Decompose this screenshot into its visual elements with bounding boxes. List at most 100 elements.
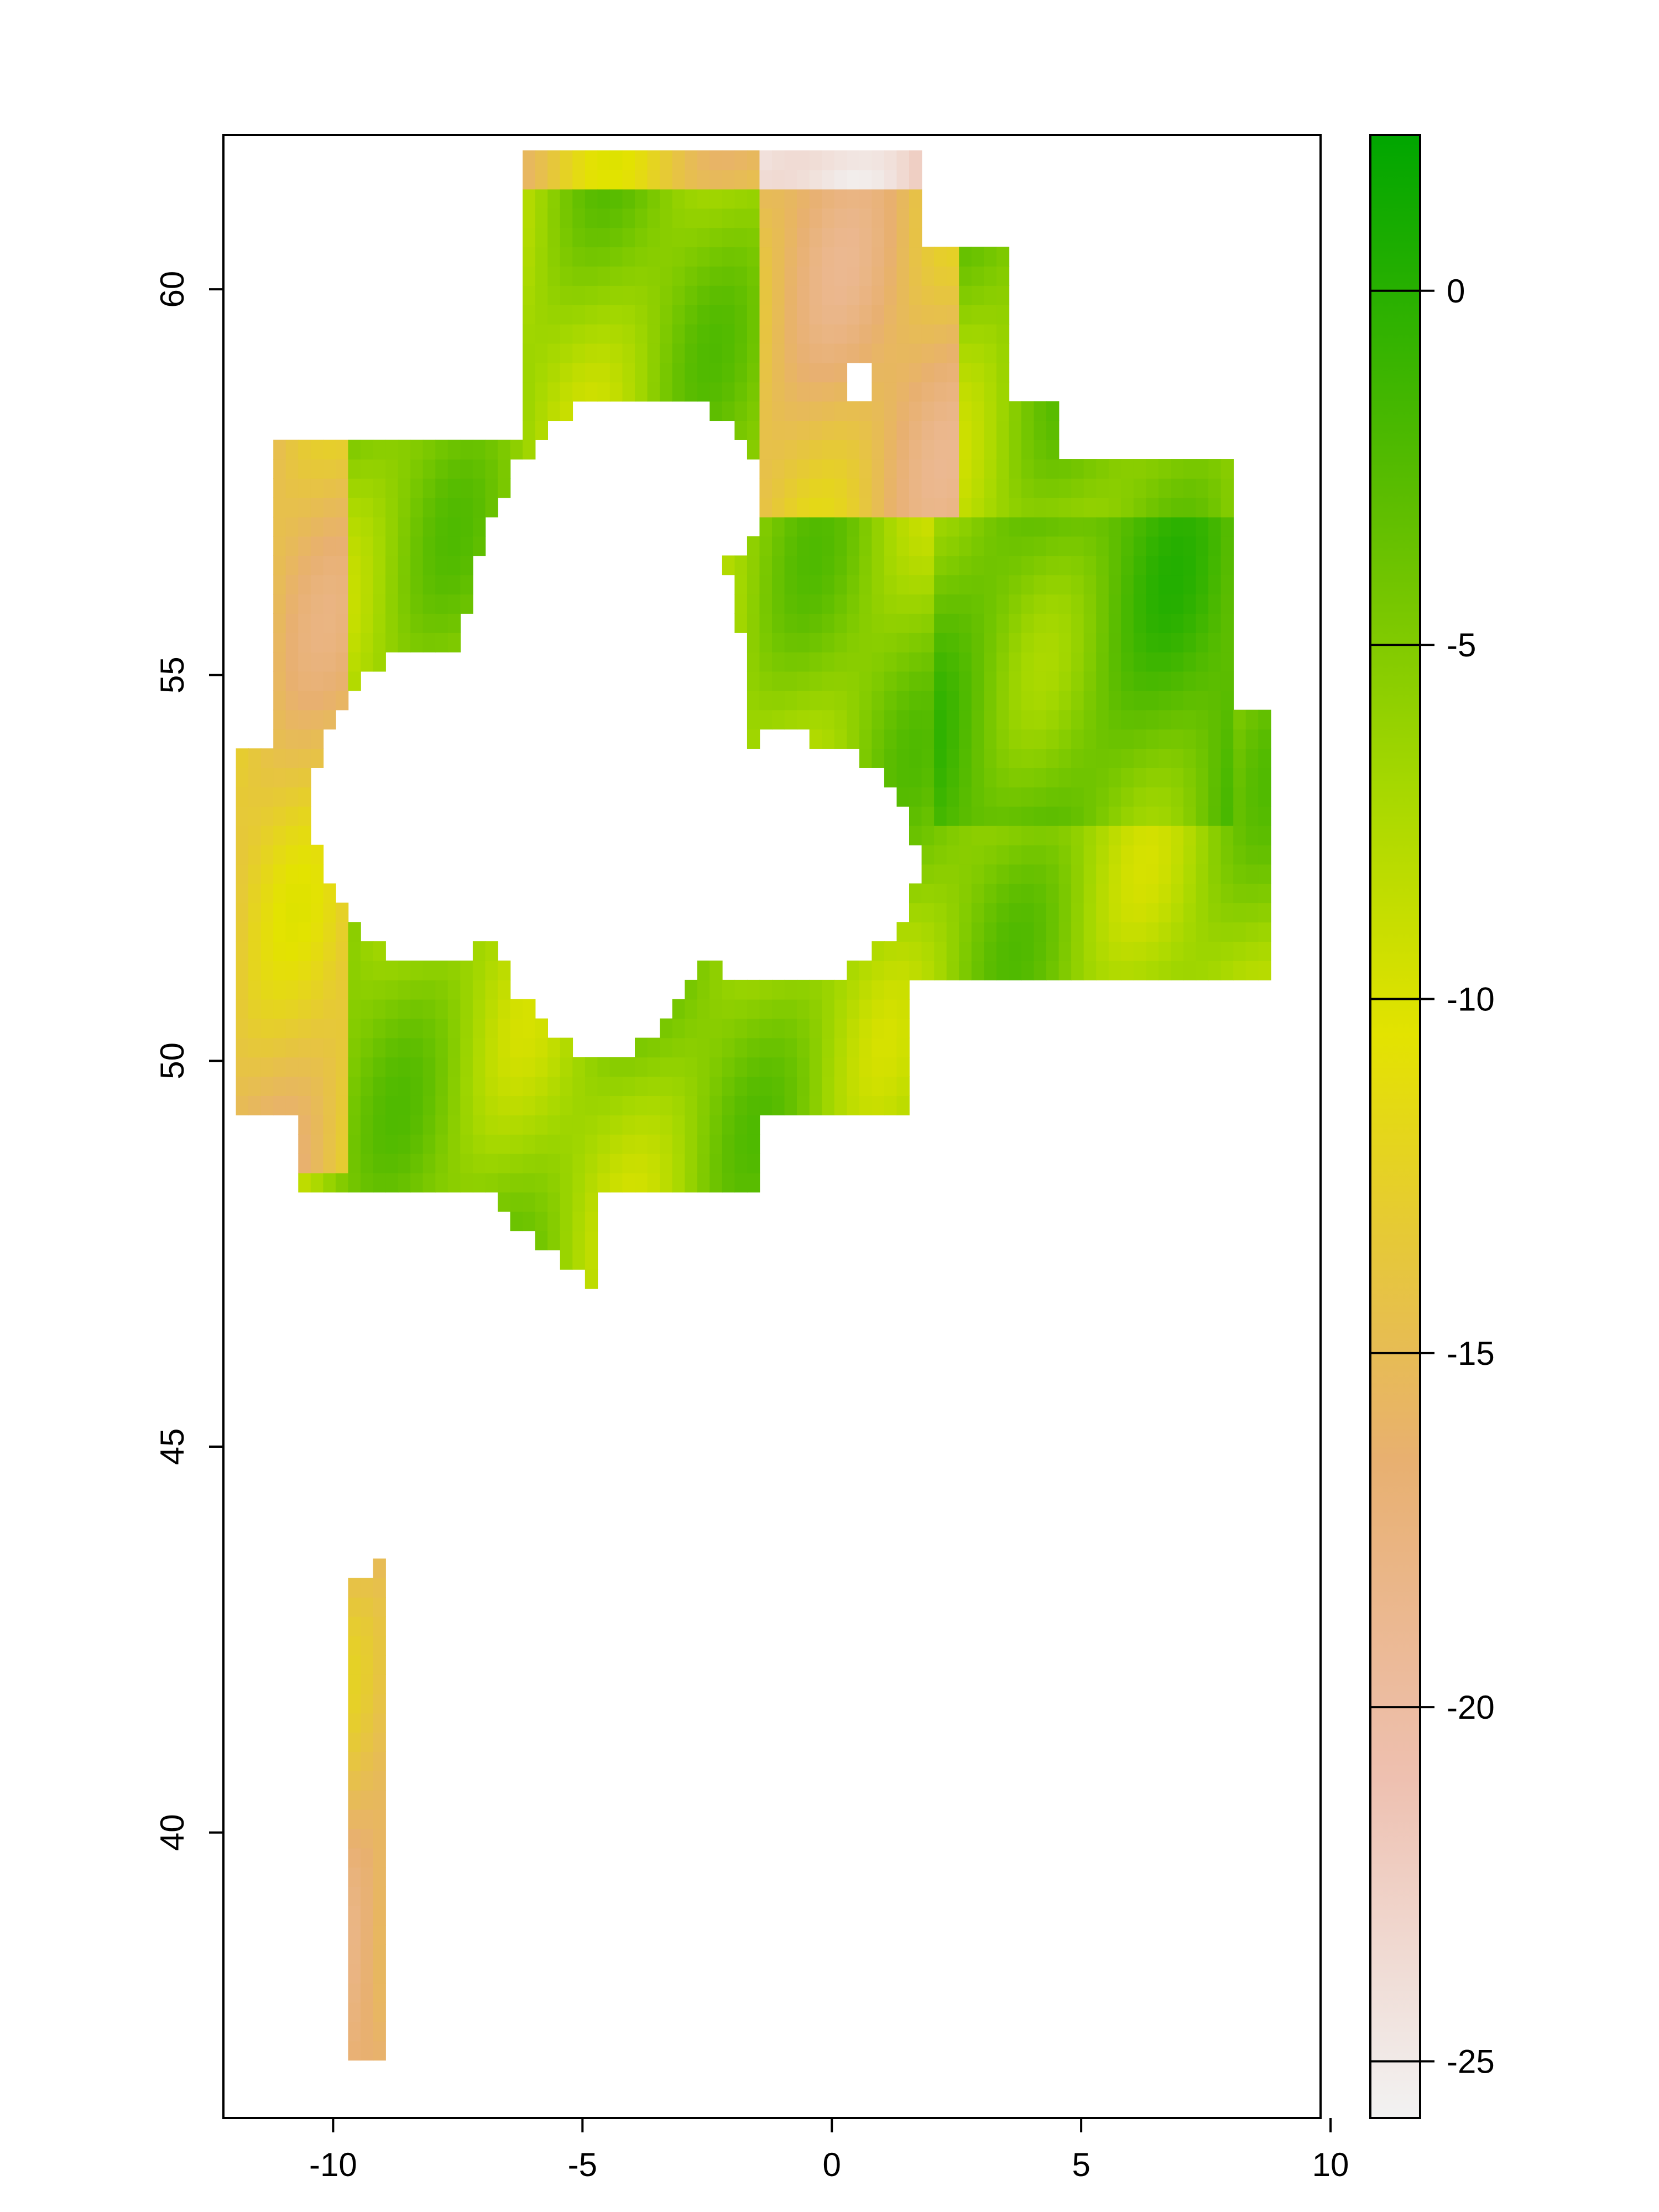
raster-cell [1220, 671, 1234, 691]
raster-cell [373, 536, 386, 556]
raster-cell [722, 979, 735, 1000]
raster-cell [260, 902, 274, 923]
raster-cell [984, 806, 997, 826]
raster-cell [1133, 497, 1147, 518]
raster-cell [1083, 883, 1097, 904]
raster-cell [884, 497, 898, 518]
raster-cell [872, 343, 885, 363]
raster-cell [834, 517, 848, 537]
raster-cell [1121, 768, 1134, 787]
raster-cell [984, 825, 997, 846]
raster-cell [348, 1655, 361, 1675]
raster-cell [946, 266, 959, 286]
raster-cell [460, 1076, 473, 1096]
raster-cell [298, 864, 311, 884]
raster-cell [697, 304, 711, 325]
raster-cell [884, 632, 898, 653]
raster-cell [1046, 883, 1060, 904]
raster-cell [959, 555, 972, 576]
raster-cell [946, 401, 959, 421]
raster-cell [1183, 709, 1197, 730]
raster-cell [285, 555, 299, 576]
raster-cell [373, 1693, 386, 1714]
raster-cell [647, 247, 660, 267]
raster-cell [884, 575, 898, 595]
raster-cell [273, 1095, 286, 1115]
raster-cell [772, 1095, 785, 1115]
raster-cell [797, 208, 810, 228]
raster-cell [285, 478, 299, 498]
raster-cell [1071, 536, 1084, 556]
raster-cell [1158, 709, 1172, 730]
raster-cell [535, 1095, 548, 1115]
raster-cell [872, 266, 885, 286]
raster-cell [996, 844, 1010, 865]
raster-cell [697, 150, 711, 170]
raster-cell [373, 1983, 386, 2003]
raster-cell [909, 825, 922, 846]
raster-cell [946, 864, 959, 884]
raster-cell [847, 227, 860, 248]
raster-cell [921, 825, 935, 846]
raster-cell [1208, 844, 1222, 865]
raster-cell [422, 1134, 436, 1154]
raster-cell [896, 748, 910, 768]
raster-cell [236, 844, 249, 865]
raster-cell [361, 1635, 374, 1656]
raster-cell [1046, 497, 1060, 518]
raster-cell [585, 1211, 598, 1232]
raster-cell [784, 555, 797, 576]
raster-cell [996, 651, 1010, 672]
raster-cell [759, 285, 773, 305]
raster-cell [971, 709, 985, 730]
raster-cell [959, 864, 972, 884]
raster-cell [709, 1095, 723, 1115]
raster-cell [1034, 459, 1047, 479]
raster-cell [361, 1983, 374, 2003]
raster-cell [585, 1057, 598, 1077]
raster-cell [385, 517, 399, 537]
raster-cell [884, 304, 898, 325]
y-tick-label: 60 [154, 271, 191, 308]
raster-cell [1196, 497, 1209, 518]
raster-cell [310, 1115, 324, 1135]
raster-cell [672, 150, 685, 170]
raster-cell [1146, 883, 1159, 904]
raster-cell [934, 632, 947, 653]
raster-cell [1108, 575, 1122, 595]
raster-cell [373, 1635, 386, 1656]
raster-cell [784, 459, 797, 479]
raster-cell [485, 440, 498, 460]
raster-cell [310, 883, 324, 904]
raster-cell [1233, 709, 1246, 730]
raster-cell [971, 459, 985, 479]
raster-cell [959, 362, 972, 383]
raster-cell [872, 401, 885, 421]
raster-cell [672, 266, 685, 286]
raster-cell [1171, 594, 1184, 614]
raster-cell [734, 304, 748, 325]
raster-cell [872, 748, 885, 768]
raster-cell [996, 324, 1010, 344]
raster-cell [971, 825, 985, 846]
raster-cell [1071, 768, 1084, 787]
raster-cell [1108, 825, 1122, 846]
raster-cell [909, 575, 922, 595]
raster-cell [809, 999, 822, 1019]
raster-cell [248, 1095, 262, 1115]
raster-cell [959, 883, 972, 904]
raster-cell [1196, 883, 1209, 904]
raster-cell [236, 1076, 249, 1096]
raster-cell [772, 189, 785, 209]
raster-cell [896, 594, 910, 614]
raster-cell [809, 478, 822, 498]
raster-cell [872, 575, 885, 595]
raster-cell [609, 169, 623, 190]
raster-cell [1133, 651, 1147, 672]
raster-cell [872, 497, 885, 518]
raster-cell [1009, 632, 1022, 653]
raster-cell [485, 1172, 498, 1193]
raster-cell [273, 729, 286, 749]
raster-cell [1121, 690, 1134, 711]
raster-cell [697, 362, 711, 383]
